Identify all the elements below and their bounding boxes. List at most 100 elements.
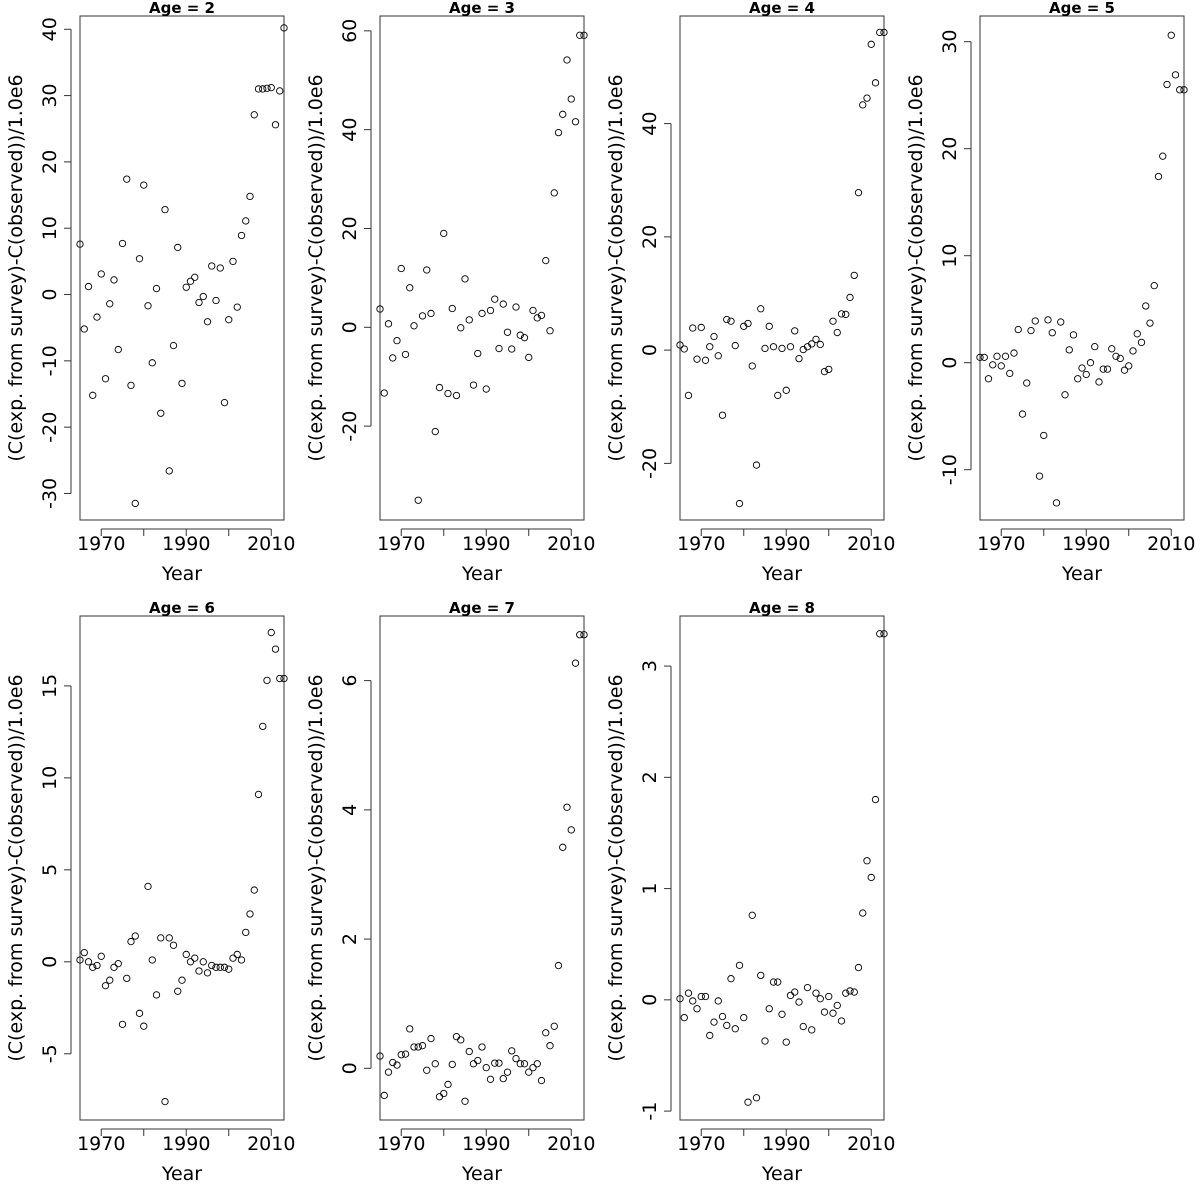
scatter-point <box>225 316 233 324</box>
scatter-point <box>220 963 229 971</box>
scatter-point <box>384 320 393 328</box>
scatter-point <box>863 94 871 102</box>
scatter-point <box>280 674 288 683</box>
y-tick-label: 2 <box>639 771 661 783</box>
y-tick-label: -20 <box>639 448 661 479</box>
scatter-point <box>537 311 546 320</box>
scatter-point <box>567 826 575 834</box>
x-tick-label: 2010 <box>847 533 895 555</box>
scatter-point <box>757 305 765 313</box>
scatter-point <box>393 336 401 345</box>
scatter-point <box>718 411 727 419</box>
plot-frame <box>79 615 285 1121</box>
panel-title: Age = 5 <box>1049 0 1115 17</box>
x-tick-label: 1970 <box>977 533 1025 555</box>
scatter-point <box>774 978 782 986</box>
y-tick-label: 20 <box>939 137 961 161</box>
scatter-point <box>474 1056 482 1065</box>
scatter-point <box>191 954 199 962</box>
x-axis: 1970 1990 2010 Year <box>977 528 1195 585</box>
plot-frame <box>379 15 585 521</box>
scatter-point <box>559 843 567 851</box>
scatter-point <box>786 991 795 1000</box>
scatter-point <box>1142 302 1150 310</box>
scatter-point <box>169 341 178 350</box>
scatter-point <box>393 1061 401 1069</box>
scatter-point <box>389 1058 397 1067</box>
scatter-point <box>157 409 165 417</box>
x-tick-label: 1990 <box>762 533 810 555</box>
scatter-point <box>491 295 499 303</box>
scatter-point <box>1082 370 1090 379</box>
y-tick-label: 15 <box>39 674 61 698</box>
scatter-point <box>580 31 588 39</box>
scatter-point <box>993 352 1001 360</box>
scatter-point <box>406 1025 414 1033</box>
scatter-point <box>114 959 122 968</box>
scatter-point <box>267 83 275 92</box>
scatter-point <box>380 1091 388 1100</box>
scatter-point <box>84 282 93 291</box>
scatter-point <box>482 1064 490 1072</box>
scatter-point <box>876 630 884 638</box>
scatter-point <box>795 998 803 1006</box>
scatter-point <box>127 381 135 390</box>
scatter-point <box>757 971 765 980</box>
scatter-point <box>478 1043 486 1051</box>
scatter-point <box>718 1012 727 1021</box>
scatter-point <box>444 389 452 398</box>
scatter-point <box>182 283 190 291</box>
panel-title: Age = 7 <box>449 599 515 617</box>
y-tick-label: 30 <box>939 30 961 54</box>
scatter-point <box>997 362 1005 370</box>
y-tick-label: 0 <box>339 1062 361 1074</box>
scatter-point <box>1099 365 1107 373</box>
scatter-point <box>186 277 195 285</box>
scatter-point <box>242 928 250 937</box>
scatter-point <box>250 886 258 894</box>
scatter-point <box>174 987 182 995</box>
scatter-point <box>384 1068 393 1076</box>
scatter-point <box>161 1097 169 1106</box>
y-tick-label: 0 <box>339 321 361 333</box>
scatter-point <box>246 192 254 201</box>
scatter-point <box>418 312 427 320</box>
scatter-point <box>457 1036 465 1044</box>
x-tick-label: 1990 <box>762 1133 810 1155</box>
scatter-point <box>567 95 575 103</box>
scatter-point <box>165 467 173 475</box>
scatter-point <box>525 1068 533 1076</box>
y-tick-label: -20 <box>39 412 61 443</box>
scatter-point <box>508 1047 516 1055</box>
scatter-point <box>229 954 237 962</box>
scatter-point <box>233 303 241 311</box>
panel-title: Age = 2 <box>149 0 215 17</box>
scatter-point <box>731 1025 739 1033</box>
scatter-point <box>503 1068 512 1076</box>
scatter-point <box>761 344 769 353</box>
scatter-point <box>580 631 588 639</box>
scatter-point <box>1159 152 1167 160</box>
scatter-point <box>76 240 84 248</box>
scatter-point <box>93 313 101 321</box>
scatter-point <box>486 306 495 315</box>
scatter-point <box>414 1043 422 1051</box>
scatter-point <box>727 975 735 983</box>
y-tick-label: 40 <box>39 17 61 41</box>
y-tick-label: 10 <box>939 244 961 268</box>
scatter-point <box>1171 71 1180 79</box>
scatter-point <box>452 391 461 400</box>
panel-title: Age = 6 <box>149 599 215 617</box>
scatter-point <box>263 84 271 92</box>
scatter-point <box>495 1059 503 1067</box>
scatter-point <box>101 982 110 990</box>
scatter-point <box>546 1042 554 1050</box>
y-tick-label: -5 <box>39 1044 61 1063</box>
scatter-point <box>140 1022 148 1030</box>
scatter-point <box>795 354 803 363</box>
scatter-point <box>850 988 858 996</box>
y-axis-label: (C(exp. from survey)-C(observed))/1.0e6 <box>305 74 327 461</box>
scatter-point <box>799 1022 807 1031</box>
scatter-point <box>110 276 118 284</box>
scatter-point <box>1048 329 1056 337</box>
